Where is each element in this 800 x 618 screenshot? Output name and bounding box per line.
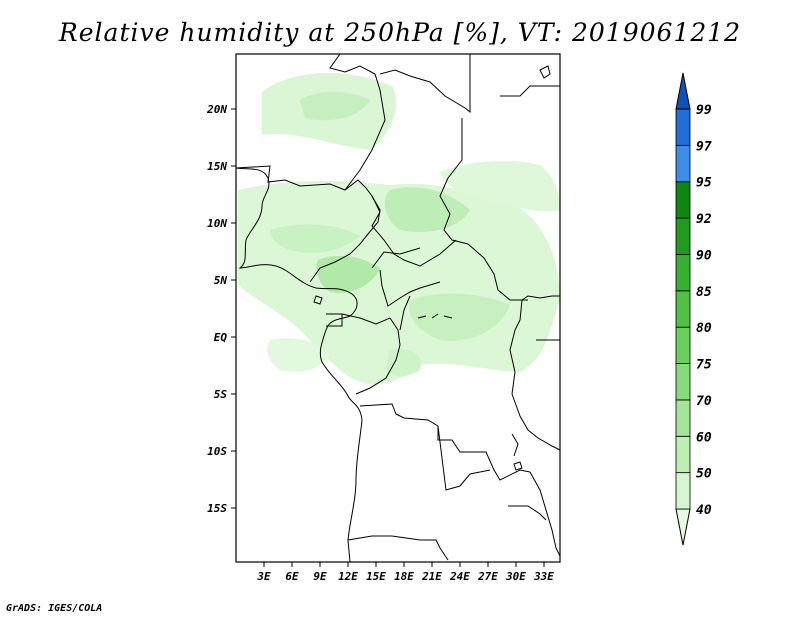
lon-label-27e: 27E bbox=[477, 570, 498, 583]
lat-tick-labels: 20N 15N 10N 5N EQ 5S 10S 15S bbox=[206, 103, 227, 515]
lon-label-3e: 3E bbox=[256, 570, 271, 583]
colorbar-segment bbox=[675, 399, 691, 437]
lat-label-15s: 15S bbox=[207, 502, 227, 515]
colorbar-lower-extension bbox=[675, 508, 691, 546]
colorbar-segment bbox=[675, 363, 691, 401]
lon-label-15e: 15E bbox=[366, 570, 386, 583]
colorbar-segment bbox=[675, 326, 691, 364]
lat-label-15n: 15N bbox=[207, 160, 227, 173]
lon-label-30e: 30E bbox=[505, 570, 526, 583]
grads-credit: GrADS: IGES/COLA bbox=[6, 603, 103, 614]
country-borders bbox=[235, 53, 561, 563]
chart-title: Relative humidity at 250hPa [%], VT: 201… bbox=[58, 18, 742, 47]
lon-label-9e: 9E bbox=[313, 570, 327, 583]
colorbar: 40 50 60 70 75 80 85 90 92 95 97 99 bbox=[675, 72, 712, 546]
colorbar-label: 70 bbox=[696, 394, 712, 409]
lat-label-5s: 5S bbox=[214, 388, 228, 401]
colorbar-segment bbox=[675, 254, 691, 292]
colorbar-segment bbox=[675, 290, 691, 328]
colorbar-segment bbox=[675, 144, 691, 183]
lat-label-20n: 20N bbox=[206, 103, 227, 116]
lon-label-12e: 12E bbox=[338, 570, 358, 583]
lon-label-6e: 6E bbox=[285, 570, 299, 583]
colorbar-label: 85 bbox=[696, 285, 712, 300]
lat-label-10s: 10S bbox=[207, 445, 227, 458]
colorbar-segment bbox=[675, 181, 691, 219]
colorbar-label: 97 bbox=[696, 139, 712, 154]
lon-label-21e: 21E bbox=[421, 570, 442, 583]
colorbar-label: 90 bbox=[696, 248, 712, 263]
colorbar-label: 80 bbox=[696, 321, 712, 336]
colorbar-label: 60 bbox=[696, 430, 712, 445]
colorbar-label: 92 bbox=[696, 212, 712, 227]
colorbar-segment bbox=[675, 217, 691, 255]
colorbar-segment bbox=[675, 108, 691, 146]
lon-label-24e: 24E bbox=[449, 570, 470, 583]
humidity-shading bbox=[238, 73, 560, 385]
colorbar-label: 75 bbox=[696, 358, 712, 373]
lon-tick-marks bbox=[263, 562, 545, 567]
lat-label-5n: 5N bbox=[214, 274, 228, 287]
colorbar-label: 95 bbox=[696, 176, 712, 191]
lon-label-33e: 33E bbox=[533, 570, 554, 583]
lon-label-18e: 18E bbox=[394, 570, 414, 583]
colorbar-label: 50 bbox=[696, 467, 712, 482]
lat-label-eq: EQ bbox=[214, 331, 228, 344]
lat-label-10n: 10N bbox=[207, 217, 227, 230]
colorbar-segment bbox=[675, 435, 691, 474]
colorbar-label: 40 bbox=[696, 503, 712, 518]
map-frame bbox=[235, 53, 561, 563]
colorbar-upper-extension bbox=[675, 72, 691, 110]
colorbar-segment bbox=[675, 472, 691, 510]
colorbar-label: 99 bbox=[696, 103, 712, 118]
lat-tick-marks bbox=[231, 108, 236, 509]
lon-tick-labels: 3E 6E 9E 12E 15E 18E 21E 24E 27E 30E 33E bbox=[256, 570, 554, 583]
